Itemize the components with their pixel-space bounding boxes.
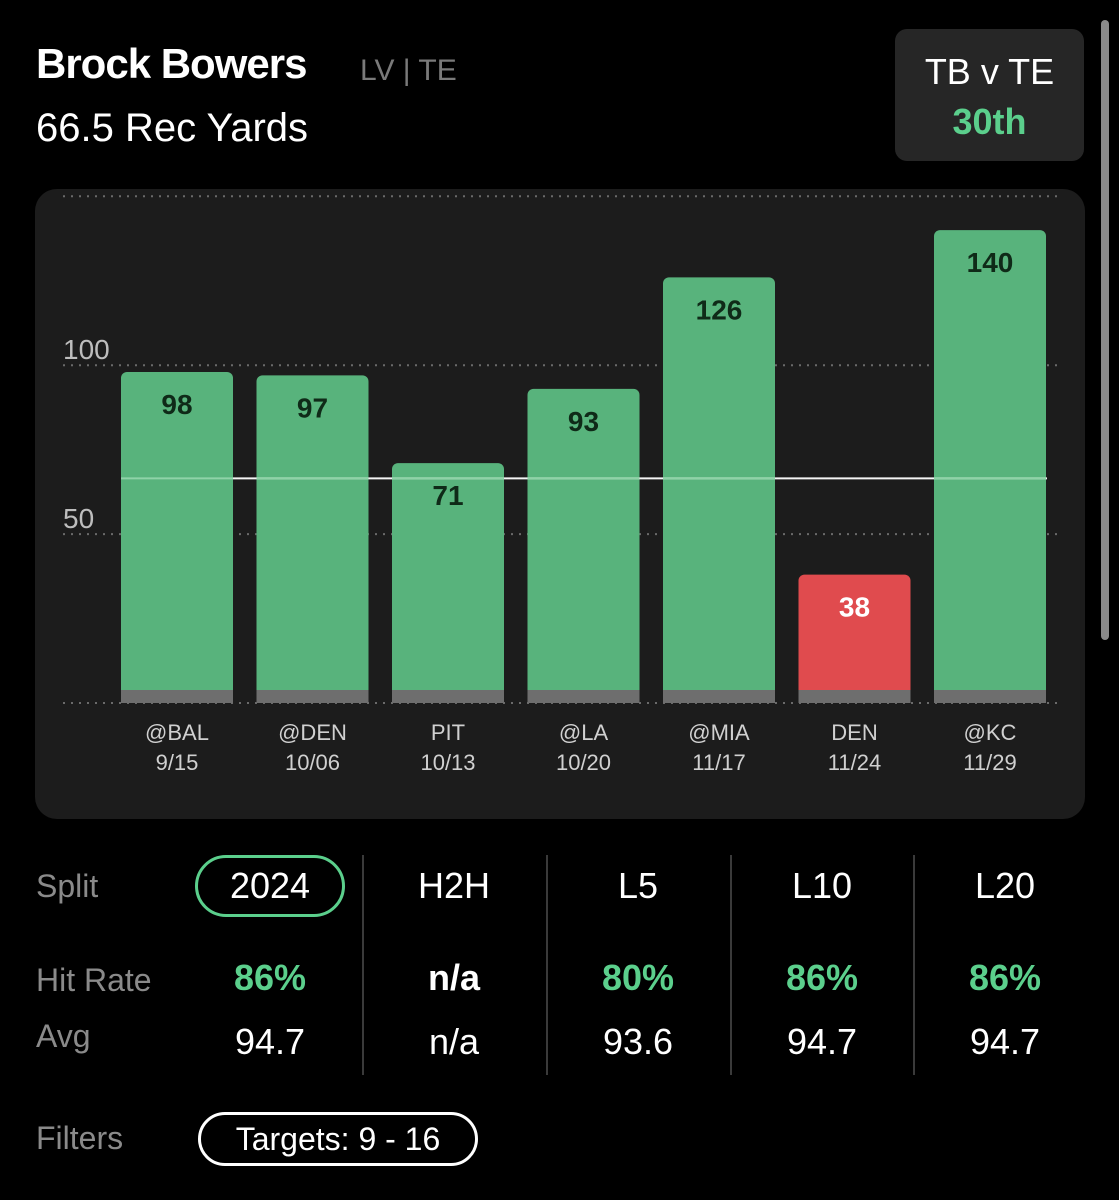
- bar: [121, 371, 233, 703]
- split-column-2024: 2024 86% 94.7: [179, 855, 361, 1075]
- x-tick-date: 9/15: [156, 750, 199, 775]
- x-tick-opponent: @DEN: [278, 720, 347, 745]
- x-tick-opponent: DEN: [831, 720, 877, 745]
- split-column-l10: L10 86% 94.7: [731, 855, 913, 1075]
- bar-base: [798, 690, 911, 703]
- matchup-rank-card[interactable]: TB v TE 30th: [895, 29, 1084, 161]
- bar: [934, 230, 1046, 703]
- column-divider: [362, 855, 364, 1075]
- avg-h2h: n/a: [428, 1021, 480, 1062]
- bar-value-label: 71: [432, 480, 463, 511]
- bar: [392, 463, 504, 703]
- x-tick-opponent: @BAL: [145, 720, 209, 745]
- split-column-l5: L5 80% 93.6: [547, 855, 729, 1075]
- bar-base: [392, 690, 504, 703]
- split-tab-l5[interactable]: L5: [617, 865, 659, 906]
- bar-base: [663, 690, 775, 703]
- matchup-rank: 30th: [952, 101, 1027, 142]
- filters-label: Filters: [36, 1120, 124, 1156]
- hit-rate-l20: 86%: [968, 957, 1042, 998]
- hit-rate-l5: 80%: [601, 957, 675, 998]
- avg-label: Avg: [36, 1018, 91, 1054]
- split-column-l20: L20 86% 94.7: [914, 855, 1096, 1075]
- prop-line: 66.5 Rec Yards: [36, 106, 309, 150]
- bar: [256, 375, 369, 703]
- x-tick-date: 10/13: [420, 750, 475, 775]
- column-divider: [546, 855, 548, 1075]
- bar-base: [934, 690, 1046, 703]
- bar-value-label: 98: [161, 389, 192, 420]
- bar-value-label: 140: [967, 247, 1014, 278]
- hit-rate-l10: 86%: [785, 957, 859, 998]
- avg-2024: 94.7: [234, 1021, 306, 1062]
- x-tick-date: 10/20: [556, 750, 611, 775]
- column-divider: [913, 855, 915, 1075]
- hit-rate-label: Hit Rate: [36, 962, 152, 998]
- split-label: Split: [36, 868, 99, 904]
- hit-rate-h2h: n/a: [427, 957, 480, 998]
- x-tick-date: 10/06: [285, 750, 340, 775]
- bar: [663, 277, 775, 703]
- x-tick-date: 11/24: [828, 750, 881, 775]
- bar-base: [121, 690, 233, 703]
- x-tick-opponent: @MIA: [688, 720, 750, 745]
- avg-l10: 94.7: [786, 1021, 858, 1062]
- split-tab-h2h[interactable]: H2H: [417, 865, 491, 906]
- bar-value-label: 126: [696, 294, 743, 325]
- hit-rate-2024: 86%: [233, 957, 307, 998]
- bar-value-label: 38: [839, 592, 870, 623]
- avg-l5: 93.6: [602, 1021, 674, 1062]
- filter-targets-pill[interactable]: Targets: 9 - 16: [198, 1112, 478, 1166]
- split-tab-2024[interactable]: 2024: [195, 855, 345, 917]
- bar-value-label: 97: [297, 392, 328, 423]
- split-column-h2h: H2H n/a n/a: [363, 855, 545, 1075]
- x-tick-opponent: @LA: [559, 720, 609, 745]
- y-tick-label: 100: [63, 334, 110, 365]
- player-name: Brock Bowers: [36, 40, 307, 87]
- scrollbar[interactable]: [1101, 20, 1109, 640]
- avg-l20: 94.7: [969, 1021, 1041, 1062]
- column-divider: [730, 855, 732, 1075]
- bar-base: [256, 690, 369, 703]
- y-tick-label: 50: [63, 503, 94, 534]
- x-tick-date: 11/17: [692, 750, 745, 775]
- game-log-chart: 50 100 @BAL 9/15 @DEN 10/06 PIT 10/13 @LA 10/20 @M…: [35, 189, 1085, 819]
- x-tick-opponent: PIT: [431, 720, 465, 745]
- split-tab-l10[interactable]: L10: [791, 865, 853, 906]
- x-tick-date: 11/29: [963, 750, 1016, 775]
- x-tick-opponent: @KC: [964, 720, 1017, 745]
- bar-base: [527, 690, 640, 703]
- bar: [527, 388, 640, 703]
- bar-value-label: 93: [568, 406, 599, 437]
- split-tab-l20[interactable]: L20: [974, 865, 1036, 906]
- matchup-label: TB v TE: [924, 51, 1055, 92]
- bar-chart: 50 100 @BAL 9/15 @DEN 10/06 PIT 10/13 @LA 10/20 @M…: [63, 195, 1057, 775]
- player-team-position: LV | TE: [360, 54, 457, 87]
- bar: [798, 574, 911, 703]
